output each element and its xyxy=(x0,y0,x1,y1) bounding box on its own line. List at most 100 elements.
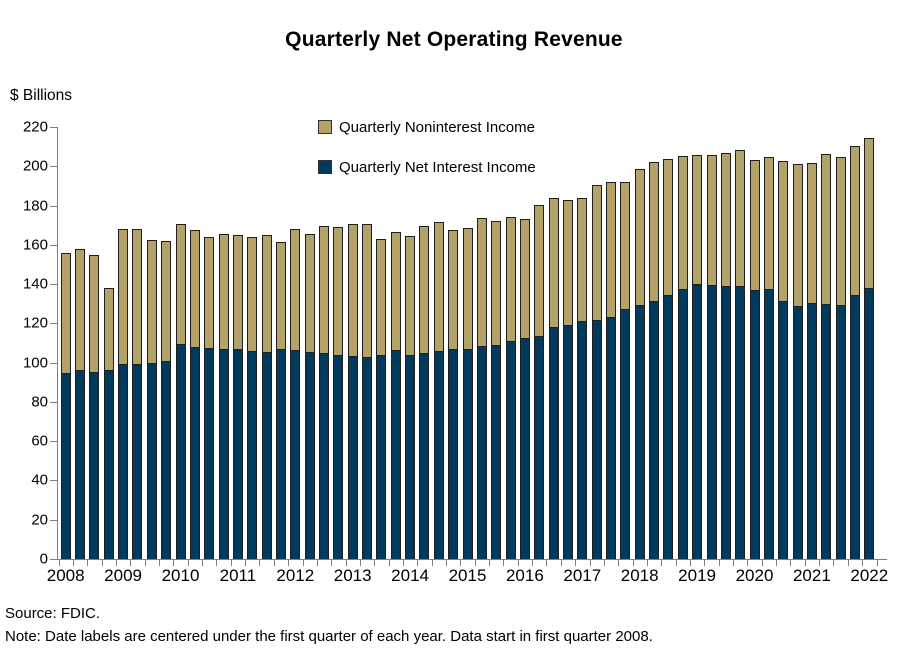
x-axis-year-label: 2010 xyxy=(161,566,200,585)
bar-segment-noninterest-income xyxy=(634,169,645,305)
bar-segment-net-interest-income xyxy=(534,336,545,559)
bar-segment-net-interest-income xyxy=(720,286,731,559)
legend-label-net-interest: Quarterly Net Interest Income xyxy=(339,158,536,176)
bar-segment-net-interest-income xyxy=(60,373,71,559)
x-axis-tick xyxy=(560,560,562,566)
bar-segment-noninterest-income xyxy=(218,234,229,349)
bar-segment-net-interest-income xyxy=(390,350,401,559)
bar-segment-noninterest-income xyxy=(821,154,832,304)
x-axis-tick xyxy=(431,560,433,566)
bar-segment-net-interest-income xyxy=(663,295,674,559)
x-axis-tick xyxy=(661,560,663,566)
x-axis-tick xyxy=(474,560,476,566)
bar-segment-noninterest-income xyxy=(161,241,172,361)
y-axis-tick-label: 220 xyxy=(22,118,48,136)
x-axis-year-label: 2013 xyxy=(333,566,372,585)
bar-segment-net-interest-income xyxy=(75,370,85,559)
y-axis-tick xyxy=(50,205,57,207)
x-axis-tick xyxy=(402,560,404,566)
bar-segment-noninterest-income xyxy=(189,230,200,347)
bar-segment-noninterest-income xyxy=(75,249,85,370)
x-axis-year-label: 2014 xyxy=(391,566,429,585)
x-axis-tick xyxy=(173,560,175,566)
bar-segment-noninterest-income xyxy=(405,236,416,355)
y-axis-tick xyxy=(50,480,57,482)
bar-segment-noninterest-income xyxy=(89,255,100,372)
x-axis-tick xyxy=(259,560,261,566)
bar-segment-noninterest-income xyxy=(247,237,258,351)
bar-segment-net-interest-income xyxy=(218,349,229,559)
bar-segment-net-interest-income xyxy=(692,284,703,559)
bar-segment-net-interest-income xyxy=(247,351,258,559)
x-axis-tick xyxy=(689,560,691,566)
x-axis-tick xyxy=(101,560,103,566)
bar-segment-noninterest-income xyxy=(778,161,789,301)
x-axis-year-label: 2011 xyxy=(219,566,257,585)
bar-segment-noninterest-income xyxy=(261,235,272,352)
x-axis-tick xyxy=(646,560,648,566)
bar-segment-noninterest-income xyxy=(692,155,703,284)
y-axis-tick-label: 80 xyxy=(31,393,48,411)
x-axis-tick xyxy=(216,560,218,566)
bar-segment-net-interest-income xyxy=(649,301,660,559)
bar-segment-noninterest-income xyxy=(806,163,817,303)
y-axis-tick xyxy=(50,284,57,286)
bar-segment-net-interest-income xyxy=(132,364,143,559)
bar-segment-noninterest-income xyxy=(232,235,243,349)
bar-segment-noninterest-income xyxy=(534,205,545,336)
x-axis-tick xyxy=(804,560,806,566)
chart-legend: Quarterly Noninterest Income Quarterly N… xyxy=(318,119,536,200)
bar-segment-noninterest-income xyxy=(433,222,444,351)
bar-segment-net-interest-income xyxy=(204,348,215,559)
bar-segment-noninterest-income xyxy=(333,227,344,355)
x-axis-tick xyxy=(417,560,419,566)
bar-segment-net-interest-income xyxy=(89,372,100,559)
x-axis-year-label: 2017 xyxy=(563,566,602,585)
bar-segment-noninterest-income xyxy=(505,217,516,341)
y-axis-tick xyxy=(50,244,57,246)
x-axis-year-label: 2019 xyxy=(678,566,716,585)
bar-segment-net-interest-income xyxy=(864,288,875,559)
x-axis-tick xyxy=(230,560,232,566)
y-axis-title: $ Billions xyxy=(10,87,73,104)
bar-segment-net-interest-income xyxy=(275,349,286,559)
bar-segment-noninterest-income xyxy=(663,159,674,295)
bar-segment-net-interest-income xyxy=(319,353,329,559)
bar-segment-noninterest-income xyxy=(132,229,143,364)
x-axis-year-label: 2021 xyxy=(792,566,831,585)
bar-segment-noninterest-income xyxy=(563,200,573,325)
bar-segment-net-interest-income xyxy=(462,349,473,559)
x-axis-tick xyxy=(460,560,462,566)
y-axis-tick xyxy=(50,362,57,364)
y-axis-tick-label: 20 xyxy=(31,511,48,529)
bar-segment-net-interest-income xyxy=(850,295,860,559)
bar-segment-noninterest-income xyxy=(677,156,688,289)
bar-segment-net-interest-income xyxy=(792,306,803,559)
x-axis-tick xyxy=(58,560,60,566)
y-axis-tick xyxy=(50,166,57,168)
bar-segment-net-interest-income xyxy=(189,347,200,559)
bar-segment-net-interest-income xyxy=(491,345,502,559)
bar-segment-noninterest-income xyxy=(462,228,473,349)
x-axis-tick xyxy=(489,560,490,566)
bar-segment-noninterest-income xyxy=(275,242,286,349)
x-axis-tick xyxy=(546,560,548,566)
x-axis-tick xyxy=(202,560,203,566)
y-axis-tick-label: 60 xyxy=(31,432,48,450)
bar-segment-noninterest-income xyxy=(304,234,315,352)
bar-segment-noninterest-income xyxy=(706,155,717,285)
x-axis-tick xyxy=(589,560,591,566)
bar-segment-noninterest-income xyxy=(720,153,731,286)
x-axis-year-label: 2022 xyxy=(850,566,889,585)
x-axis-tick xyxy=(130,560,132,566)
bar-segment-noninterest-income xyxy=(146,240,157,363)
bar-segment-noninterest-income xyxy=(749,160,760,290)
x-axis-tick xyxy=(273,560,275,566)
x-axis-tick xyxy=(388,560,390,566)
bar-segment-net-interest-income xyxy=(548,327,559,559)
bar-segment-noninterest-income xyxy=(835,157,846,305)
y-axis-tick-label: 100 xyxy=(22,354,48,372)
bar-segment-net-interest-income xyxy=(577,321,588,559)
bar-segment-net-interest-income xyxy=(118,364,129,559)
x-axis-tick xyxy=(302,560,304,566)
